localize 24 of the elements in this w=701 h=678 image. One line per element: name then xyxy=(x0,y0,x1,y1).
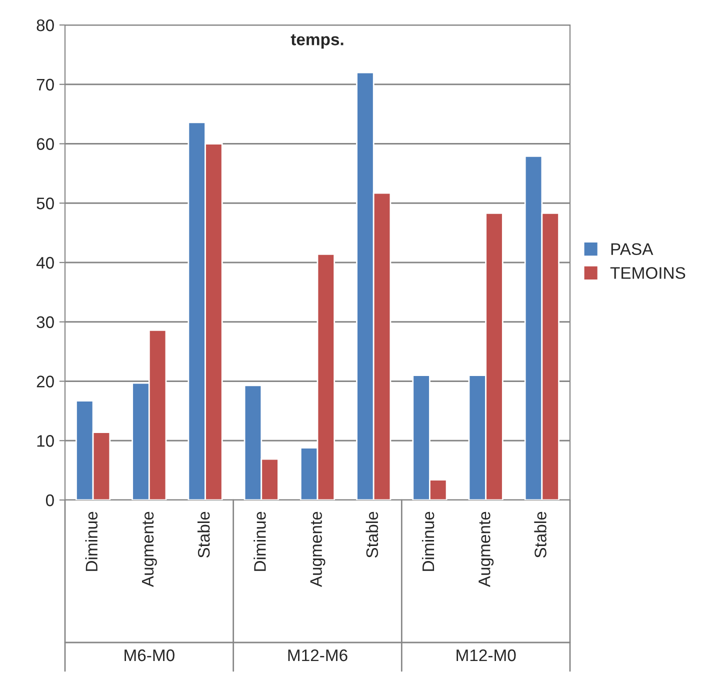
text: M6-M0 xyxy=(124,649,174,662)
chart-title: temps. xyxy=(290,34,344,49)
x-tick-label: Diminue xyxy=(85,512,98,571)
x-tick-label: Stable xyxy=(366,512,378,558)
x-tick-label: Stable xyxy=(534,512,546,558)
y-tick-label: 10 xyxy=(37,435,54,447)
y-tick-label: 0 xyxy=(46,494,54,506)
text: M12-M0 xyxy=(456,649,516,662)
legend-label: TEMOINS xyxy=(610,267,686,279)
y-tick-label: 60 xyxy=(36,138,54,150)
x-tick-label: Diminue xyxy=(422,512,434,571)
text: M12-M6 xyxy=(288,649,348,662)
y-tick-label: 40 xyxy=(36,256,54,269)
y-tick-label: 80 xyxy=(36,19,54,32)
y-tick-label: 30 xyxy=(36,316,54,328)
y-tick-label: 70 xyxy=(36,78,54,91)
x-tick-label: Diminue xyxy=(254,512,266,571)
y-tick-label: 20 xyxy=(36,376,54,388)
x-tick-label: Augmente xyxy=(142,512,157,588)
x-tick-label: Stable xyxy=(198,512,210,558)
legend-label: PASA xyxy=(611,243,654,256)
x-tick-label: Augmente xyxy=(478,512,494,588)
x-tick-label: Augmente xyxy=(310,512,326,588)
y-tick-label: 50 xyxy=(36,198,54,210)
